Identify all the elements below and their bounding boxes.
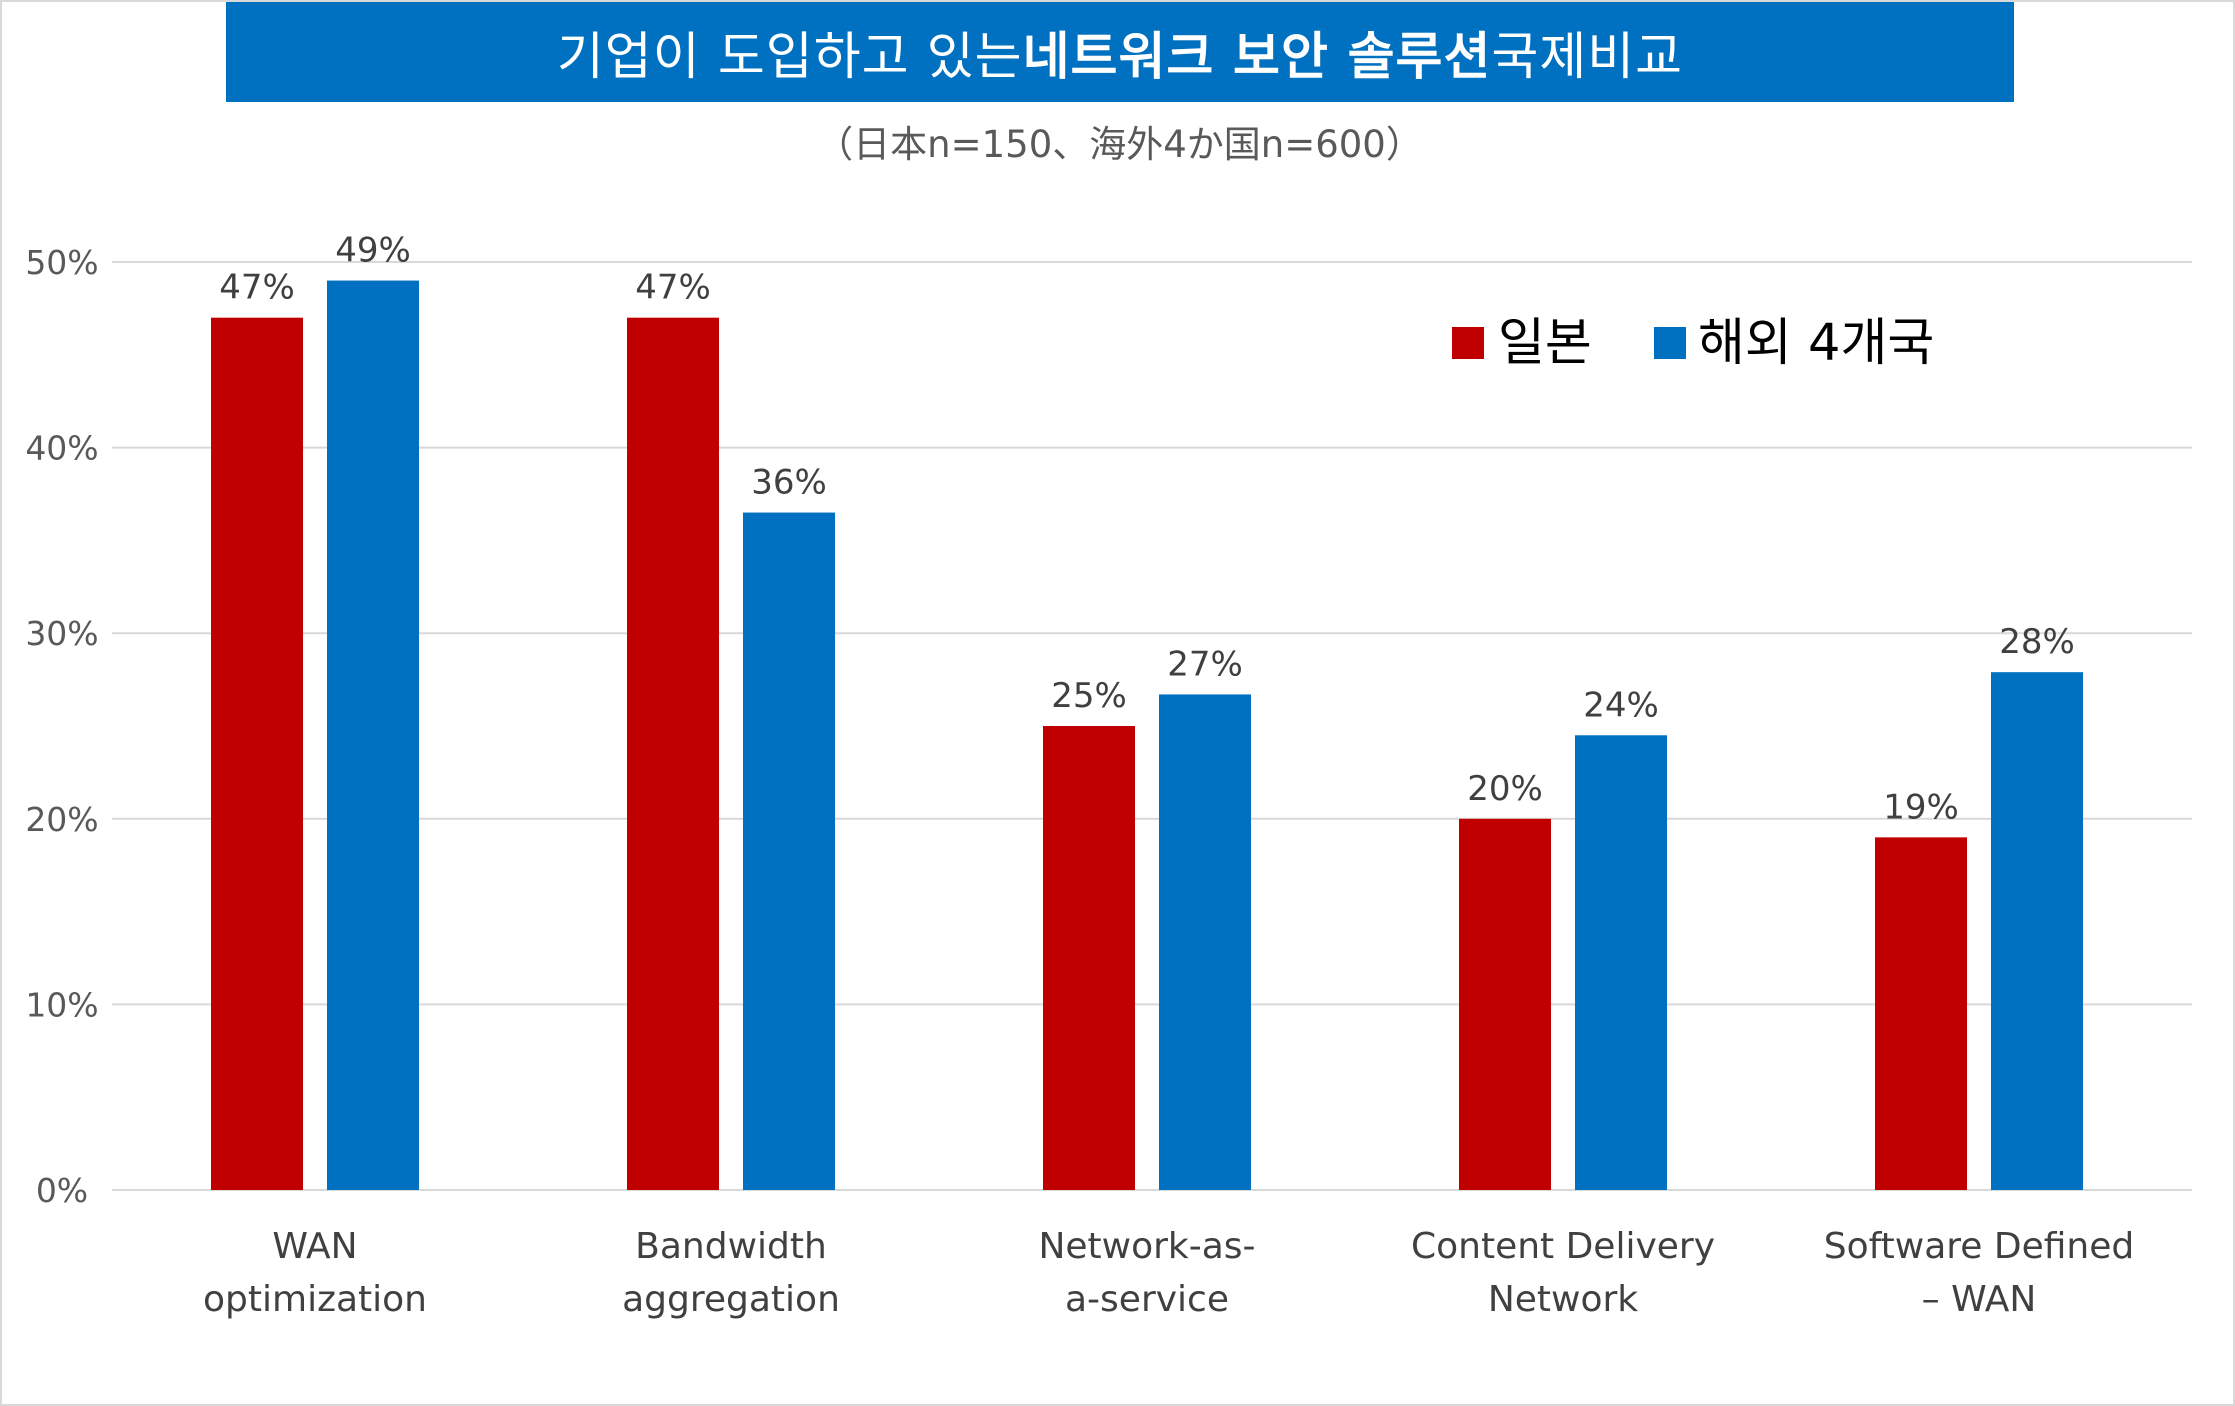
data-label: 24% <box>1583 685 1659 725</box>
bar-overseas <box>743 512 835 1190</box>
data-label: 49% <box>335 231 411 271</box>
chart-title: 기업이 도입하고 있는 네트워크 보안 솔루션 국제비교 <box>226 2 2014 102</box>
data-label: 20% <box>1467 769 1543 809</box>
y-tick-label: 50% <box>25 243 98 282</box>
y-tick-label: 10% <box>25 985 98 1024</box>
y-tick-label: 0% <box>36 1171 88 1210</box>
data-label: 25% <box>1051 676 1127 716</box>
legend-swatch-overseas <box>1654 327 1686 359</box>
data-label: 47% <box>219 268 295 308</box>
bar-overseas <box>327 280 419 1190</box>
category-label: Content Delivery <box>1411 1226 1715 1267</box>
category-label: WAN <box>272 1226 357 1267</box>
legend-label-overseas: 해외 4개국 <box>1698 314 1934 373</box>
category-label: optimization <box>203 1279 427 1320</box>
y-tick-label: 30% <box>25 614 98 653</box>
bar-japan <box>1459 818 1551 1190</box>
bar-japan <box>211 317 303 1190</box>
data-label: 47% <box>635 268 711 308</box>
category-label: Network <box>1488 1279 1638 1320</box>
y-tick-label: 40% <box>25 429 98 468</box>
bar-japan <box>1875 837 1967 1190</box>
legend-label-japan: 일본 <box>1498 314 1592 373</box>
title-part2: 국제비교 <box>1491 28 1684 87</box>
bar-overseas <box>1159 694 1251 1190</box>
y-tick-label: 20% <box>25 800 98 839</box>
bar-overseas <box>1991 672 2083 1190</box>
legend-swatch-japan <box>1452 327 1484 359</box>
category-label: aggregation <box>622 1279 840 1320</box>
bar-japan <box>627 317 719 1190</box>
chart-subtitle: （日本n=150、海外4か国n=600） <box>816 123 1423 166</box>
data-label: 28% <box>1999 622 2075 662</box>
bar-japan <box>1043 726 1135 1190</box>
title-bold: 네트워크 보안 솔루션 <box>1022 28 1492 87</box>
data-label: 36% <box>751 463 827 503</box>
category-label: Software Defined <box>1824 1226 2135 1267</box>
data-label: 19% <box>1883 787 1959 827</box>
category-label: Network-as- <box>1038 1226 1255 1267</box>
category-label: – WAN <box>1922 1279 2037 1320</box>
category-label: Bandwidth <box>635 1226 827 1267</box>
data-label: 27% <box>1167 644 1243 684</box>
bar-overseas <box>1575 735 1667 1190</box>
category-label: a-service <box>1065 1279 1229 1320</box>
title-part1: 기업이 도입하고 있는 <box>556 28 1023 87</box>
